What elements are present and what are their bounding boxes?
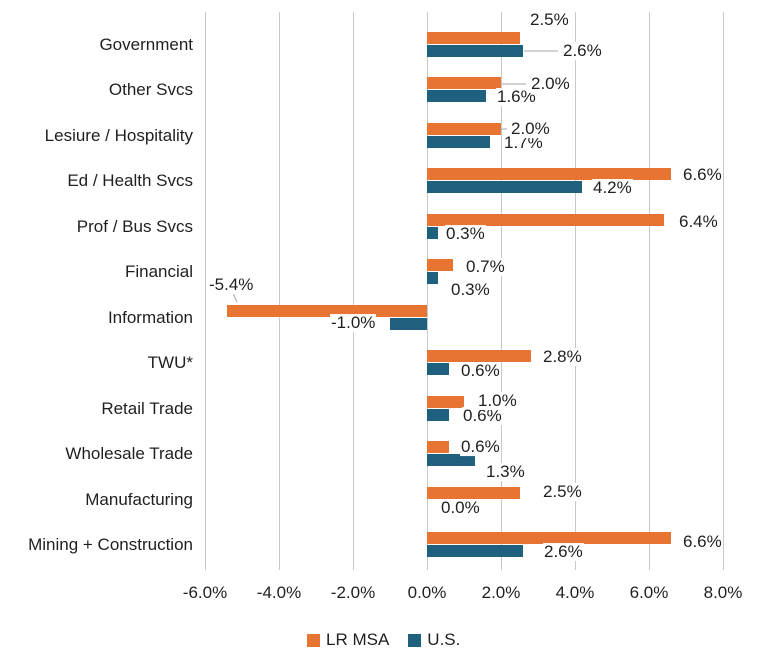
legend-label-us: U.S. <box>427 630 461 649</box>
bar-lr-msa <box>427 214 664 226</box>
gridline <box>648 12 650 570</box>
legend-swatch-us <box>408 633 422 647</box>
bar-us <box>427 227 439 239</box>
x-axis-tick-label: 8.0% <box>703 583 743 602</box>
x-axis-tick-label: -6.0% <box>182 583 228 602</box>
bar-lr-msa <box>427 123 501 135</box>
category-label: Other Svcs <box>108 79 193 99</box>
x-axis-tick-label: 0.0% <box>407 583 447 602</box>
leader-line <box>232 292 238 303</box>
value-label-us: 0.0% <box>440 498 481 518</box>
category-label: TWU* <box>147 352 193 372</box>
bar-lr-msa <box>427 532 672 544</box>
value-label-us: -1.0% <box>330 313 377 333</box>
bar-lr-msa <box>427 350 531 362</box>
category-label: Ed / Health Svcs <box>67 170 193 190</box>
bar-us <box>427 454 476 466</box>
bar-lr-msa <box>427 168 672 180</box>
value-label-lr-msa: 6.6% <box>682 532 723 552</box>
bar-lr-msa <box>227 305 427 317</box>
bar-us <box>427 136 490 148</box>
value-label-lr-msa: 6.6% <box>682 165 723 185</box>
value-label-us: 0.6% <box>462 406 503 426</box>
bar-lr-msa <box>427 396 464 408</box>
gridline <box>352 12 354 570</box>
bar-us <box>427 90 487 102</box>
value-label-us: 2.6% <box>562 41 603 61</box>
bar-lr-msa <box>427 259 453 271</box>
category-label: Lesiure / Hospitality <box>44 125 193 145</box>
value-label-lr-msa: 2.5% <box>529 10 570 30</box>
bar-us <box>427 545 524 557</box>
value-label-us: 1.3% <box>485 462 526 482</box>
value-label-us: 0.6% <box>460 361 501 381</box>
bar-lr-msa <box>427 441 450 453</box>
x-axis-tick-label: 4.0% <box>555 583 595 602</box>
bar-us <box>427 409 450 421</box>
category-label: Retail Trade <box>101 398 193 418</box>
category-label: Government <box>99 34 193 54</box>
value-label-lr-msa: 2.0% <box>530 74 571 94</box>
value-label-lr-msa: -5.4% <box>208 275 255 295</box>
value-label-lr-msa: 6.4% <box>678 212 719 232</box>
value-label-lr-msa: 0.6% <box>460 437 501 457</box>
gridline <box>574 12 576 570</box>
x-axis-tick-label: 2.0% <box>481 583 521 602</box>
bar-us <box>390 318 427 330</box>
legend-item-us: U.S. <box>408 630 460 650</box>
value-label-us: 1.7% <box>503 133 544 153</box>
category-label: Prof / Bus Svcs <box>76 216 193 236</box>
legend-item-lr-msa: LR MSA <box>307 630 389 650</box>
gridline <box>278 12 280 570</box>
bar-us <box>427 272 439 284</box>
x-axis-tick-label: -4.0% <box>256 583 302 602</box>
value-label-lr-msa: 0.7% <box>465 257 506 277</box>
category-label: Mining + Construction <box>28 534 193 554</box>
bar-us <box>427 45 524 57</box>
bar-us <box>427 363 450 375</box>
category-label: Financial <box>124 261 193 281</box>
chart-legend: LR MSA U.S. <box>307 630 460 650</box>
value-label-us: 0.3% <box>445 224 486 244</box>
gridline <box>204 12 206 570</box>
category-label: Information <box>107 307 193 327</box>
value-label-us: 0.3% <box>450 280 491 300</box>
value-label-lr-msa: 2.5% <box>542 482 583 502</box>
bar-lr-msa <box>427 487 520 499</box>
value-label-us: 1.6% <box>496 87 537 107</box>
x-axis-tick-label: -2.0% <box>330 583 376 602</box>
value-label-lr-msa: 2.8% <box>542 347 583 367</box>
bar-us <box>427 181 583 193</box>
category-label: Manufacturing <box>85 489 193 509</box>
value-label-us: 4.2% <box>592 178 633 198</box>
legend-swatch-lr-msa <box>307 633 320 647</box>
bar-lr-msa <box>427 77 501 89</box>
gridline <box>500 12 502 570</box>
x-axis-tick-label: 6.0% <box>629 583 669 602</box>
category-label: Wholesale Trade <box>65 443 193 463</box>
gridline <box>426 12 428 570</box>
gridline <box>722 12 724 570</box>
value-label-lr-msa: 1.0% <box>477 391 518 411</box>
value-label-us: 2.6% <box>543 542 584 562</box>
bar-lr-msa <box>427 32 520 44</box>
value-label-lr-msa: 2.0% <box>510 119 551 139</box>
legend-label-lr-msa: LR MSA <box>326 630 390 649</box>
